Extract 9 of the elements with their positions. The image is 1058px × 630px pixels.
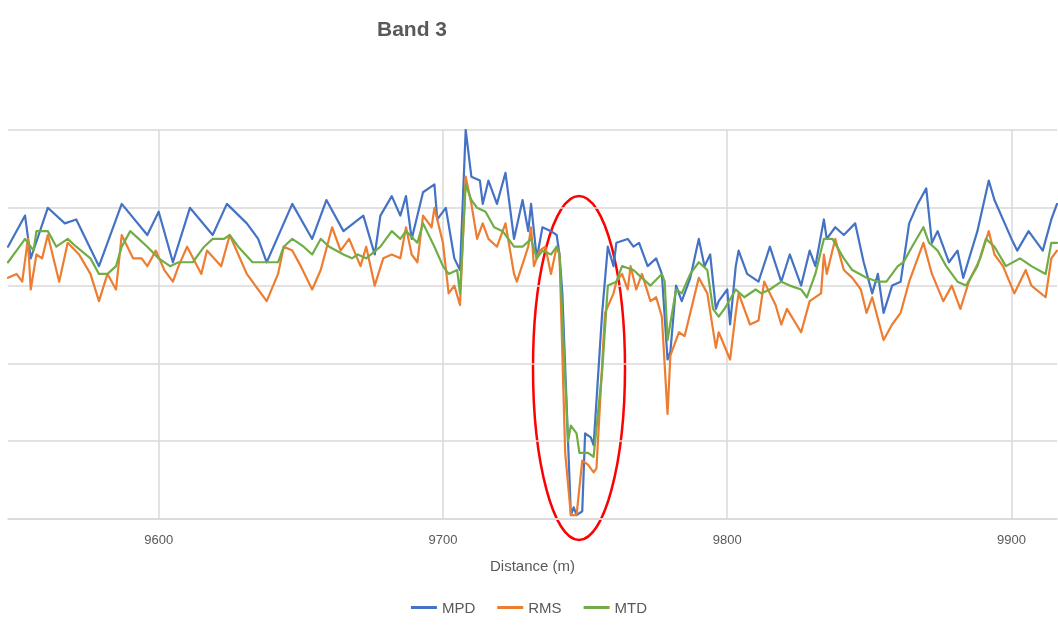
legend-label: MTD: [614, 599, 648, 616]
legend-label: MPD: [441, 599, 476, 616]
chart-title: Band 3: [377, 17, 448, 40]
x-tick-label: 9600: [144, 532, 174, 547]
x-tick-label: 9800: [712, 532, 742, 547]
legend-label: RMS: [528, 599, 562, 616]
x-tick-label: 9700: [428, 532, 458, 547]
x-tick-label: 9900: [997, 532, 1026, 547]
x-axis-title: Distance (m): [489, 557, 576, 574]
